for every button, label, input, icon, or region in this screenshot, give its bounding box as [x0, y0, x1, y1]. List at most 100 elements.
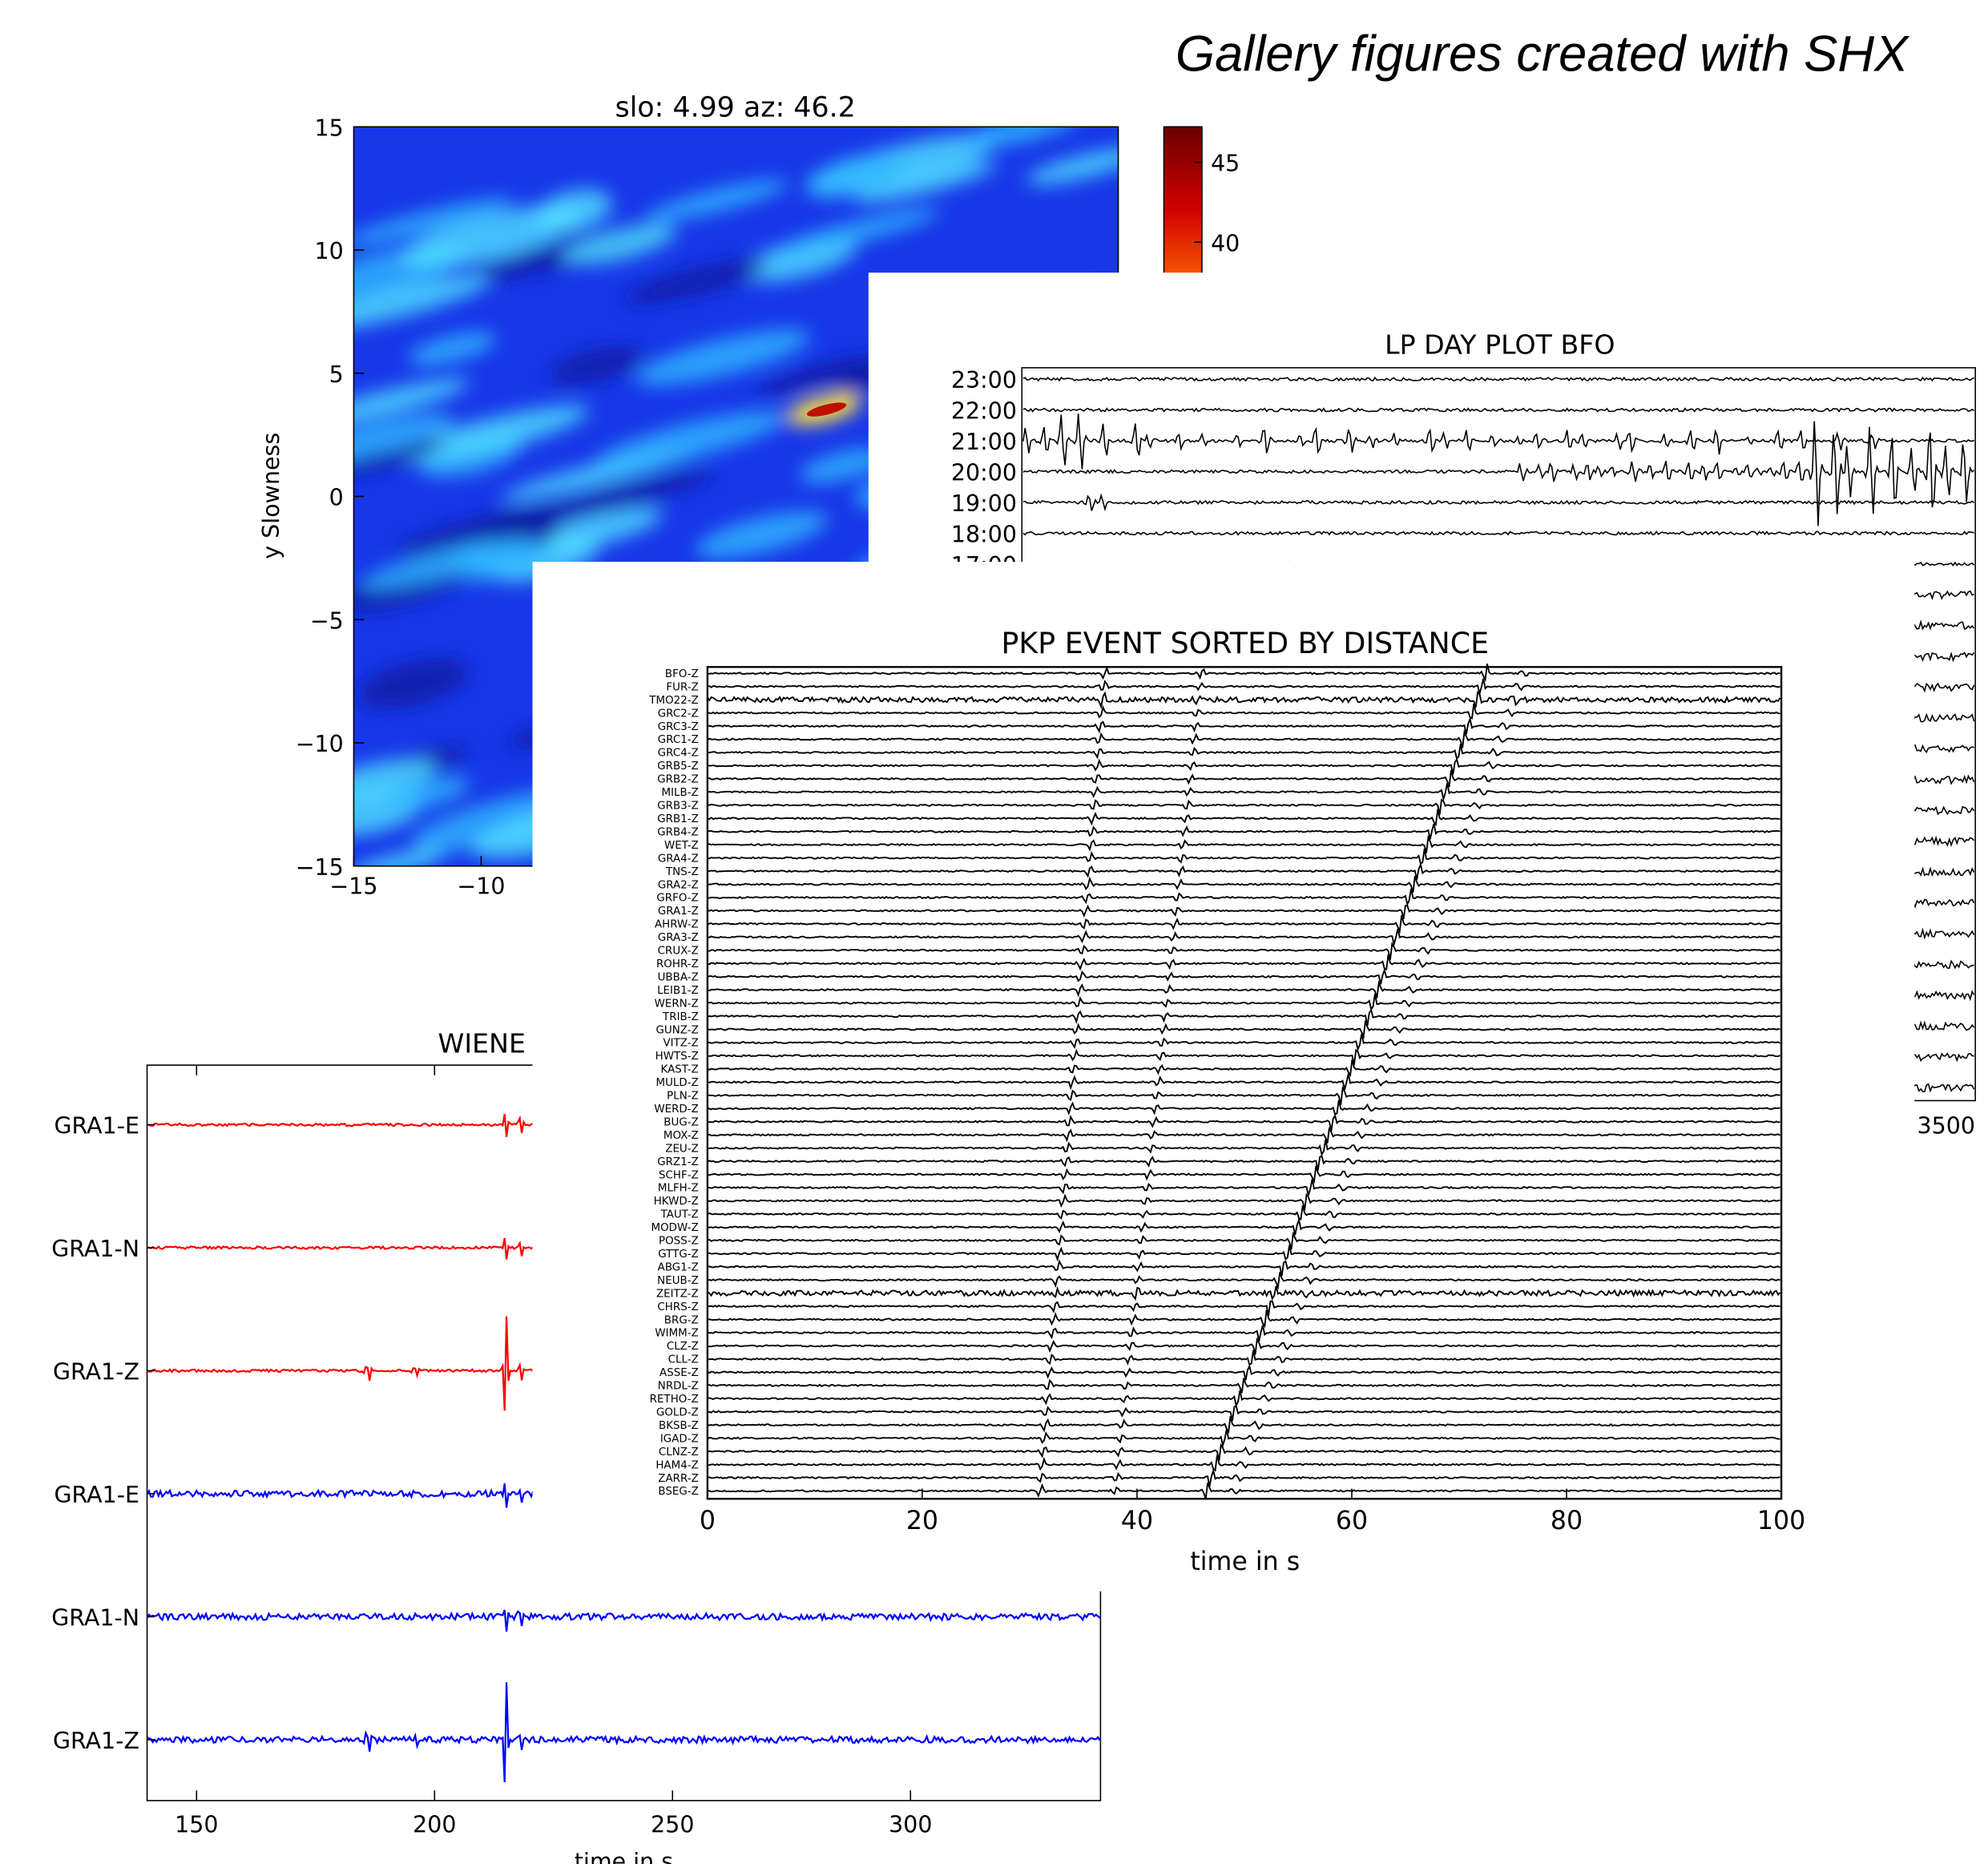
trace-label: GRA1-E — [54, 1113, 140, 1140]
heatmap-blob — [695, 510, 828, 559]
plot-title: slo: 4.99 az: 46.2 — [615, 92, 856, 124]
station-label: NEUB-Z — [657, 1275, 699, 1287]
station-label: HAM4-Z — [655, 1459, 699, 1471]
waveform — [707, 769, 1781, 788]
waveform — [707, 1245, 1780, 1262]
waveform — [707, 1363, 1780, 1381]
station-label: GRC4-Z — [658, 748, 699, 760]
waveform — [707, 1378, 1780, 1394]
station-label: TMO22-Z — [648, 695, 699, 707]
station-label: GRC1-Z — [658, 734, 699, 746]
station-label: HKWD-Z — [654, 1196, 699, 1208]
waveform — [707, 823, 1780, 840]
waveform — [146, 1682, 1101, 1782]
x-tick-label: −10 — [457, 873, 505, 900]
station-label: ROHR-Z — [656, 958, 699, 970]
waveform — [707, 1285, 1781, 1301]
heatmap-blob — [353, 275, 490, 333]
waveform — [707, 849, 1780, 865]
heatmap-blob — [754, 353, 894, 395]
station-label: WIMM-Z — [655, 1328, 698, 1340]
waveform — [707, 1390, 1780, 1408]
y-tick-label: −10 — [296, 731, 344, 757]
waveform — [707, 716, 1781, 735]
x-tick-label: −15 — [329, 873, 377, 900]
station-label: PLN-Z — [667, 1091, 699, 1103]
waveform — [707, 954, 1780, 971]
colorbar-tick-label: 40 — [1211, 230, 1240, 256]
y-tick-label: 21:00 — [951, 429, 1017, 455]
station-label: NRDL-Z — [658, 1381, 699, 1393]
station-label: MOX-Z — [663, 1130, 699, 1142]
waveform — [707, 994, 1780, 1012]
waveform — [707, 1405, 1780, 1422]
waveform — [707, 678, 1780, 697]
trace-label: GRA1-N — [51, 1236, 139, 1262]
heatmap-blob — [623, 260, 768, 305]
waveform — [707, 744, 1780, 761]
station-label: GRA4-Z — [658, 853, 699, 865]
plot-title: PKP EVENT SORTED BY DISTANCE — [1001, 626, 1489, 660]
waveform — [707, 1020, 1780, 1039]
station-label: WERD-Z — [654, 1103, 699, 1116]
station-label: WERN-Z — [655, 998, 699, 1010]
station-label: BRG-Z — [664, 1314, 699, 1326]
heatmap-blob — [358, 658, 469, 708]
waveform — [707, 1325, 1780, 1342]
colorbar-tick-label: 45 — [1211, 151, 1240, 177]
heatmap-blob — [393, 405, 589, 464]
waveform — [707, 834, 1780, 853]
y-tick-label: 0 — [329, 485, 344, 511]
waveform — [707, 1085, 1780, 1105]
station-label: KAST-Z — [661, 1064, 699, 1076]
waveform — [707, 809, 1780, 827]
heatmap-blob — [353, 439, 446, 484]
waveform — [1022, 493, 1975, 512]
waveform — [707, 690, 1781, 710]
heatmap-blob — [353, 414, 455, 466]
y-tick-label: 23:00 — [951, 367, 1017, 393]
x-tick-label: 80 — [1550, 1507, 1583, 1535]
station-label: GRZ1-Z — [657, 1156, 699, 1168]
station-label: GRC3-Z — [658, 721, 699, 733]
station-label: GRB2-Z — [657, 774, 699, 786]
station-label: GRFO-Z — [656, 893, 698, 905]
waveform — [707, 1154, 1780, 1171]
station-label: TNS-Z — [665, 866, 699, 878]
waveform — [707, 1272, 1780, 1290]
waveform — [707, 1099, 1780, 1116]
waveform — [707, 664, 1780, 683]
plot-title: WIENE — [438, 1027, 526, 1059]
y-tick-label: 5 — [329, 361, 344, 388]
station-label: MODW-Z — [651, 1222, 699, 1234]
waveform — [707, 914, 1780, 934]
x-tick-label: 40 — [1121, 1507, 1153, 1535]
station-label: SCHF-Z — [659, 1169, 699, 1181]
station-label: MULD-Z — [656, 1077, 699, 1089]
x-tick-label: 3500 — [1917, 1113, 1975, 1140]
waveform — [707, 783, 1780, 802]
heatmap-blob — [965, 127, 1079, 148]
station-label: ASSE-Z — [659, 1367, 699, 1379]
heatmap-blob — [549, 346, 643, 385]
waveform — [1022, 421, 1975, 527]
heatmap-blob — [799, 448, 888, 483]
station-label: CLNZ-Z — [659, 1446, 699, 1459]
heatmap-blob — [359, 538, 536, 591]
waveform — [707, 1073, 1780, 1091]
station-label: UBBA-Z — [658, 971, 699, 983]
station-label: BFO-Z — [665, 668, 699, 680]
x-tick-label: 300 — [889, 1811, 932, 1838]
station-label: AHRW-Z — [655, 919, 699, 931]
waveform — [707, 1048, 1780, 1066]
waveform — [707, 1454, 1780, 1472]
waveform — [707, 980, 1780, 999]
waveform — [707, 861, 1780, 880]
waveform — [707, 1337, 1780, 1355]
y-tick-label: −15 — [296, 854, 344, 881]
station-label: ABG1-Z — [658, 1261, 699, 1273]
waveform — [707, 967, 1780, 985]
y-tick-label: 20:00 — [951, 460, 1017, 486]
